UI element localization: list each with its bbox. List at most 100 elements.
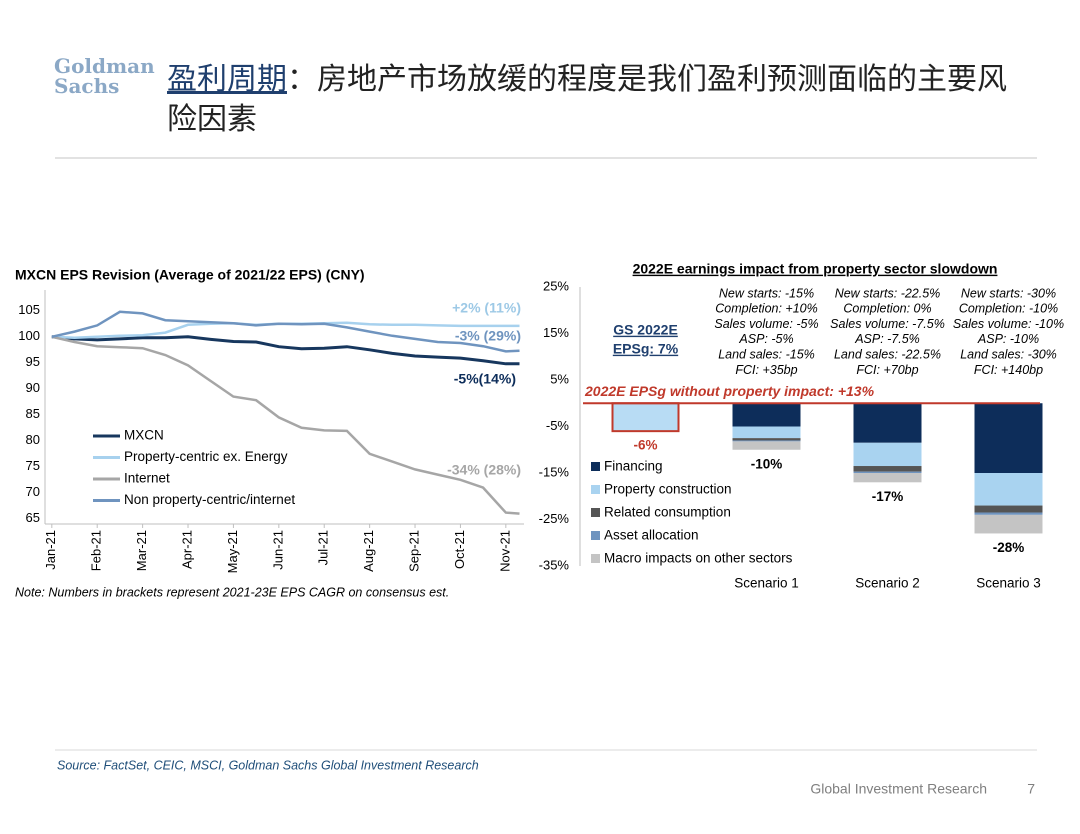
y-tick-label: 15% <box>543 325 569 340</box>
x-tick-label: Scenario 3 <box>976 576 1041 591</box>
bar-segment <box>974 505 1043 513</box>
bar-segment <box>732 441 801 450</box>
y-tick-label: -5% <box>546 418 570 433</box>
page-number: 7 <box>1027 781 1035 797</box>
scenario-note: Land sales: -22.5% <box>834 347 941 361</box>
scenario-note: ASP: -5% <box>738 332 793 346</box>
scenario-note: Sales volume: -10% <box>953 317 1064 331</box>
y-tick-label: 80 <box>26 432 40 447</box>
bar-segment <box>732 403 801 427</box>
scenario-note: Land sales: -30% <box>960 347 1057 361</box>
y-tick-label: 85 <box>26 406 40 421</box>
legend-swatch <box>591 531 600 540</box>
annotation: -3% (29%) <box>455 328 521 344</box>
series-line <box>51 335 520 366</box>
legend-label: Property construction <box>604 482 732 497</box>
legend-label: Asset allocation <box>604 528 699 543</box>
legend-label: Financing <box>604 459 663 474</box>
series-line <box>51 335 520 515</box>
scenario-note: New starts: -22.5% <box>835 286 941 300</box>
logo-line: Sachs <box>54 74 120 98</box>
y-tick-label: 105 <box>18 302 40 317</box>
legend-label: Non property-centric/internet <box>124 492 295 507</box>
legend-swatch <box>591 554 600 563</box>
x-tick-label: May-21 <box>225 530 240 573</box>
chart-note: Note: Numbers in brackets represent 2021… <box>15 585 449 599</box>
slide-title: 盈利周期：房地产市场放缓的程度是我们盈利预测面临的主要风险因素 <box>167 60 1027 140</box>
source: Source: FactSet, CEIC, MSCI, Goldman Sac… <box>57 758 479 772</box>
bar-segment <box>732 426 801 439</box>
y-tick-label: 65 <box>26 510 40 525</box>
legend-label: Property-centric ex. Energy <box>124 449 288 464</box>
scenario-note: Land sales: -15% <box>718 347 815 361</box>
chart-title: MXCN EPS Revision (Average of 2021/22 EP… <box>15 267 365 283</box>
total-label: -28% <box>993 540 1025 555</box>
gs-label: EPSg: 7% <box>613 341 679 357</box>
bar-segment <box>974 403 1043 473</box>
x-tick-label: Aug-21 <box>361 530 376 572</box>
scenario-note: Completion: +10% <box>715 302 818 316</box>
legend-swatch <box>591 508 600 517</box>
bar-segment <box>974 473 1043 506</box>
total-label: -10% <box>751 456 783 471</box>
series-line <box>51 310 520 353</box>
bar-segment <box>853 466 922 472</box>
y-tick-label: -35% <box>539 557 570 572</box>
title-rest: ：房地产市场放缓的程度是我们盈利预测面临的主要风险因素 <box>167 62 1007 137</box>
annotation: -34% (28%) <box>447 462 521 478</box>
scenario-note: Completion: 0% <box>843 302 931 316</box>
legend-swatch <box>591 485 600 494</box>
y-tick-label: 25% <box>543 278 569 293</box>
legend-label: Internet <box>124 471 170 486</box>
x-tick-label: Jun-21 <box>270 530 285 570</box>
y-tick-label: 95 <box>26 354 40 369</box>
y-tick-label: -15% <box>539 464 570 479</box>
y-tick-label: 75 <box>26 458 40 473</box>
legend-label: MXCN <box>124 428 164 443</box>
x-tick-label: Nov-21 <box>497 530 512 572</box>
annotation: +2% (11%) <box>452 300 521 316</box>
bar-segment <box>974 514 1043 534</box>
x-tick-label: Mar-21 <box>134 530 149 571</box>
gs-label: GS 2022E <box>613 322 678 338</box>
x-tick-label: Jul-21 <box>316 530 331 565</box>
legend-swatch <box>591 462 600 471</box>
footer-text: Global Investment Research <box>810 781 987 797</box>
scenario-note: FCI: +140bp <box>974 363 1043 377</box>
x-tick-label: Oct-21 <box>452 530 467 569</box>
scenario-note: Sales volume: -7.5% <box>830 317 945 331</box>
x-tick-label: Apr-21 <box>179 530 194 569</box>
bar-segment <box>732 440 801 442</box>
bar-segment <box>853 442 922 467</box>
x-tick-label: Feb-21 <box>89 530 104 571</box>
chart-title: 2022E earnings impact from property sect… <box>633 261 998 277</box>
x-tick-label: Scenario 1 <box>734 576 799 591</box>
scenario-note: FCI: +35bp <box>735 363 797 377</box>
scenario-note: Completion: -10% <box>959 302 1058 316</box>
x-tick-label: Scenario 2 <box>855 576 920 591</box>
scenario-note: FCI: +70bp <box>856 363 918 377</box>
logo: Goldman Sachs <box>54 56 155 96</box>
scenario-note: ASP: -10% <box>977 332 1039 346</box>
total-label: -17% <box>872 489 904 504</box>
legend-label: Related consumption <box>604 505 731 520</box>
y-tick-label: 70 <box>26 484 40 499</box>
scenario-note: Sales volume: -5% <box>714 317 818 331</box>
scenario-note: ASP: -7.5% <box>854 332 920 346</box>
x-tick-label: Sep-21 <box>406 530 421 572</box>
title-highlight: 盈利周期 <box>167 62 287 97</box>
scenario-note: New starts: -30% <box>961 286 1056 300</box>
y-tick-label: -25% <box>539 511 570 526</box>
bar-segment <box>853 473 922 483</box>
annotation: -5%(14%) <box>454 371 516 387</box>
y-tick-label: 5% <box>550 371 569 386</box>
y-tick-label: 100 <box>18 328 40 343</box>
logo-line: Goldman <box>54 54 155 78</box>
y-tick-label: 90 <box>26 380 40 395</box>
bar-segment <box>853 471 922 473</box>
baseline-label: 2022E EPSg without property impact: +13% <box>584 383 875 399</box>
bar-segment <box>974 512 1043 515</box>
total-label: -6% <box>633 438 657 453</box>
